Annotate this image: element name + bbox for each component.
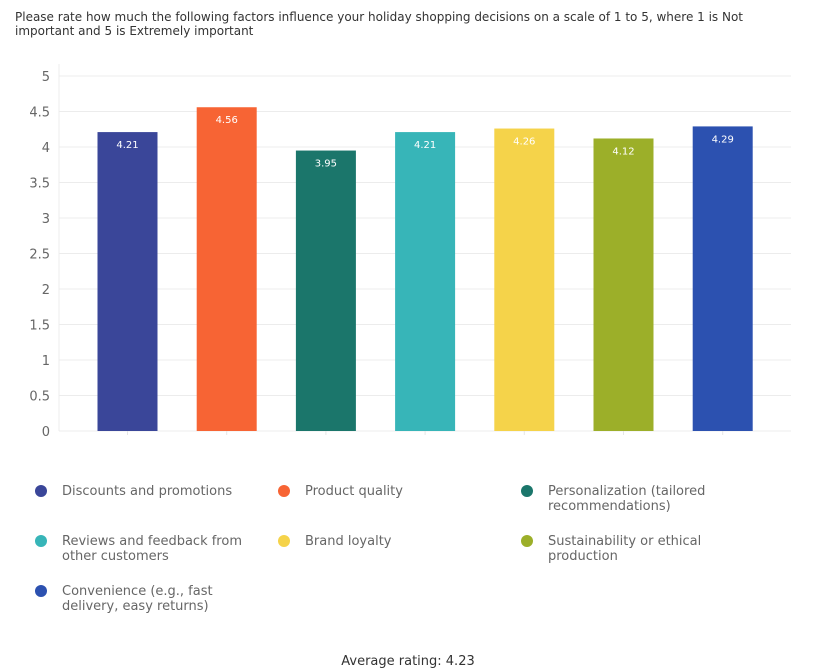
data-label: 4.21 <box>116 140 138 151</box>
legend-marker-icon <box>35 485 47 497</box>
legend-label: Brand loyalty <box>305 534 392 549</box>
data-labels: 4.21 4.56 3.95 4.21 4.26 4.12 4.29 <box>116 115 733 169</box>
legend-label: Sustainability or ethical production <box>548 534 702 564</box>
y-tick-label: 4.5 <box>29 106 50 121</box>
bar[interactable] <box>692 126 753 431</box>
legend-item[interactable]: Reviews and feedback from other customer… <box>35 534 275 564</box>
y-tick-label: 2 <box>42 283 50 298</box>
legend-marker-icon <box>35 585 47 597</box>
bar[interactable] <box>97 132 158 431</box>
legend-marker-icon <box>521 535 533 547</box>
y-tick-label: 1 <box>42 354 50 369</box>
y-tick-label: 2.5 <box>29 248 50 263</box>
y-tick-label: 3 <box>42 212 50 227</box>
data-label: 3.95 <box>315 159 337 170</box>
legend-marker-icon <box>278 485 290 497</box>
data-label: 4.26 <box>513 137 535 148</box>
bar[interactable] <box>395 132 456 431</box>
bar[interactable] <box>494 128 555 432</box>
legend-item[interactable]: Personalization (tailored recommendation… <box>521 484 761 514</box>
legend-label: Product quality <box>305 484 403 499</box>
legend-item[interactable]: Sustainability or ethical production <box>521 534 761 564</box>
y-tick-label: 0 <box>42 425 50 440</box>
legend-marker-icon <box>521 485 533 497</box>
legend-label: Reviews and feedback from other customer… <box>62 534 242 564</box>
y-tick-label: 1.5 <box>29 319 50 334</box>
legend-label: Convenience (e.g., fast delivery, easy r… <box>62 584 213 614</box>
bar-chart: 00.511.522.533.544.55 4.214.563.954.21 4.… <box>29 64 791 440</box>
average-rating: Average rating: 4.23 <box>341 654 475 669</box>
chart-title: Please rate how much the following facto… <box>15 10 744 38</box>
y-tick-label: 5 <box>42 70 50 85</box>
legend-item[interactable]: Brand loyalty <box>278 534 518 549</box>
data-label: 4.12 <box>612 146 634 157</box>
y-tick-label: 3.5 <box>29 177 50 192</box>
y-tick-label: 4 <box>42 141 50 156</box>
legend-marker-icon <box>278 535 290 547</box>
legend-item[interactable]: Convenience (e.g., fast delivery, easy r… <box>35 584 275 614</box>
data-label: 4.56 <box>216 115 238 126</box>
data-label: 4.21 <box>414 140 436 151</box>
bars <box>97 107 753 432</box>
bar[interactable] <box>593 138 654 432</box>
bar[interactable] <box>196 107 257 432</box>
legend-label: Discounts and promotions <box>62 484 233 499</box>
y-axis: 0 0.5 1 1.5 2 2.5 3 3.5 4 4.5 5 <box>29 70 50 440</box>
legend-item[interactable]: Product quality <box>278 484 518 499</box>
data-label: 4.29 <box>712 134 734 145</box>
legend-label: Personalization (tailored recommendation… <box>548 484 706 514</box>
bar[interactable] <box>295 150 356 432</box>
legend-item[interactable]: Discounts and promotions <box>35 484 275 499</box>
legend-marker-icon <box>35 535 47 547</box>
y-tick-label: 0.5 <box>29 390 50 405</box>
